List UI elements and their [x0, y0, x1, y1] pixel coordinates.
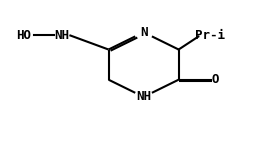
Text: NH: NH [54, 29, 69, 42]
Text: O: O [211, 73, 219, 86]
Text: HO: HO [16, 29, 31, 42]
Text: N: N [140, 26, 147, 39]
Text: NH: NH [136, 90, 151, 103]
Text: Pr-i: Pr-i [195, 29, 225, 42]
